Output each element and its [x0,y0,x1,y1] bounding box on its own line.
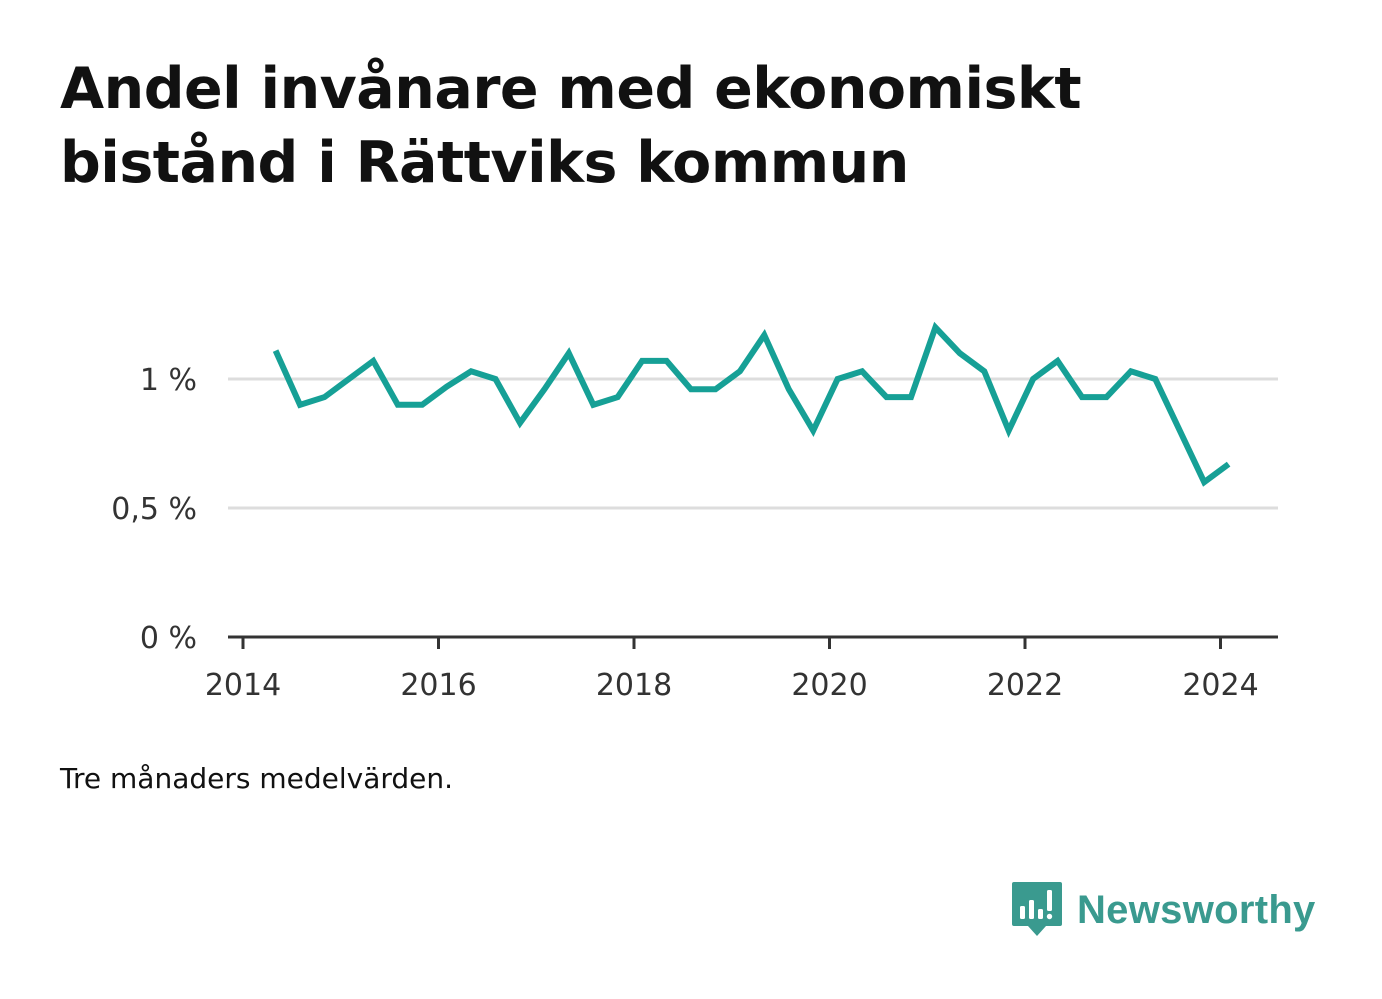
newsworthy-logo-text: Newsworthy [1077,887,1316,932]
newsworthy-logo-icon [1012,882,1062,936]
x-tick-label: 2016 [400,668,476,703]
x-tick-label: 2020 [791,668,867,703]
y-tick-label: 0 % [140,621,197,656]
chart-footnote: Tre månaders medelvärden. [60,762,454,795]
x-axis: 2014 2016 2018 2020 2022 2024 [205,635,1278,703]
series-line [272,321,1231,487]
gridlines [228,377,1278,510]
newsworthy-logo: Newsworthy [1011,880,1316,940]
y-axis-tick-labels: 0 % 0,5 % 1 % [111,363,197,656]
y-tick-label: 1 % [140,363,197,398]
x-tick-label: 2018 [596,668,672,703]
series-layer [272,321,1231,487]
x-tick-label: 2024 [1182,668,1258,703]
chart-title: Andel invånare med ekonomiskt bistånd i … [60,56,1082,196]
y-tick-label: 0,5 % [111,492,197,527]
x-tick-label: 2022 [987,668,1063,703]
x-tick-label: 2014 [205,668,281,703]
